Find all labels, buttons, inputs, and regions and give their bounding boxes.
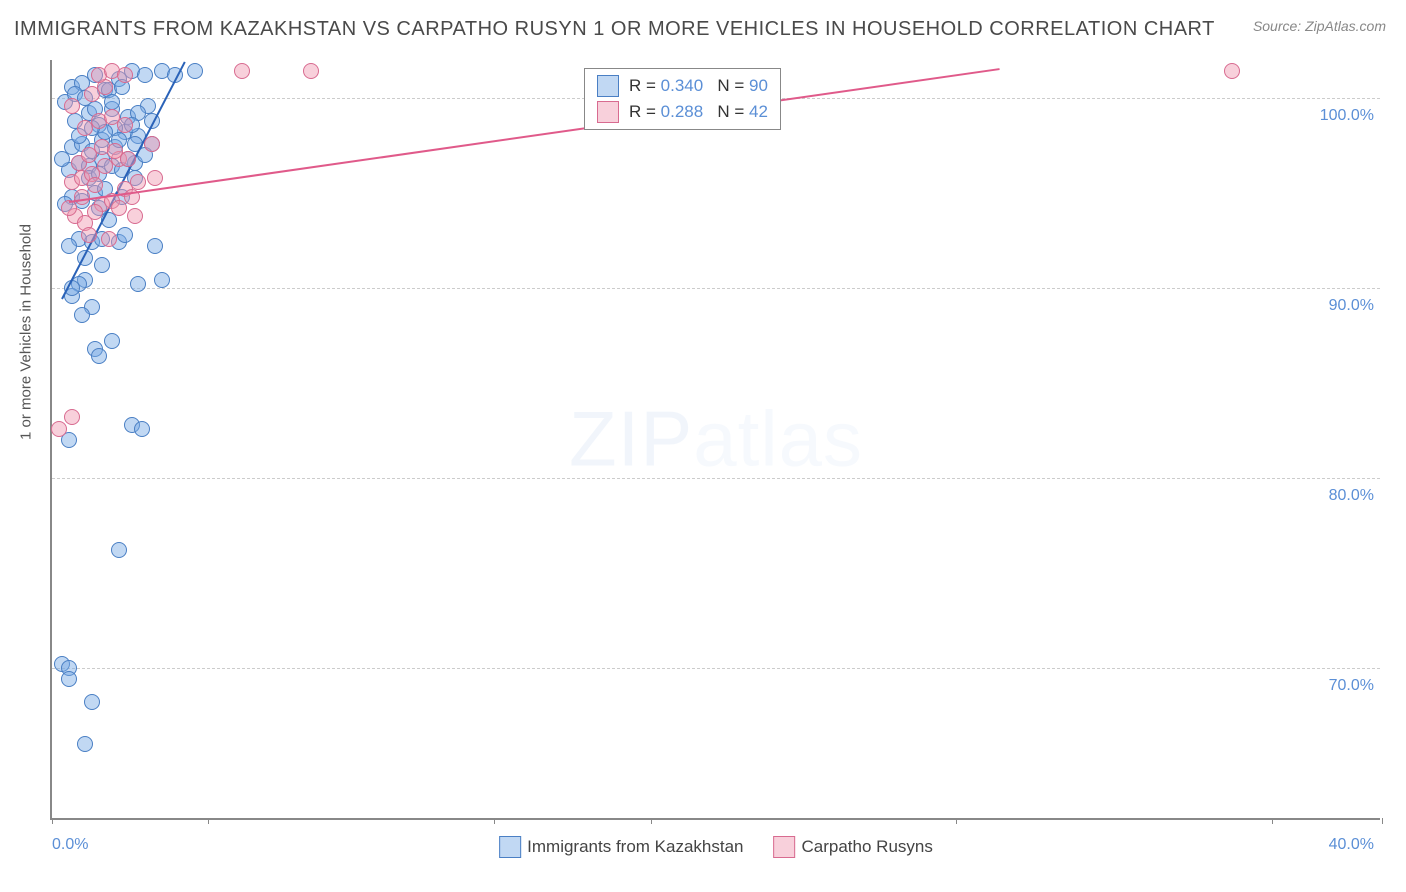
scatter-point [154,272,170,288]
gridline [52,668,1380,669]
x-tick [208,818,209,824]
scatter-point [144,136,160,152]
x-tick-label: 40.0% [1329,836,1374,854]
scatter-point [117,227,133,243]
y-tick-label: 100.0% [1320,107,1374,125]
legend-label: Carpatho Rusyns [802,837,933,857]
bottom-legend-item: Carpatho Rusyns [774,836,933,858]
legend-text: R = 0.340 N = 90 [629,76,768,96]
bottom-legend: Immigrants from Kazakhstan Carpatho Rusyn… [499,836,933,858]
x-tick [956,818,957,824]
scatter-point [84,694,100,710]
x-tick [651,818,652,824]
bottom-legend-item: Immigrants from Kazakhstan [499,836,743,858]
scatter-point [130,174,146,190]
watermark: ZIPatlas [569,394,863,485]
scatter-point [61,238,77,254]
scatter-point [147,170,163,186]
scatter-point [130,276,146,292]
y-tick-label: 90.0% [1329,297,1374,315]
y-tick-label: 80.0% [1329,487,1374,505]
legend-label: Immigrants from Kazakhstan [527,837,743,857]
y-tick-label: 70.0% [1329,677,1374,695]
scatter-point [134,421,150,437]
scatter-point [111,200,127,216]
scatter-point [187,63,203,79]
legend-text: R = 0.288 N = 42 [629,102,768,122]
scatter-point [147,238,163,254]
scatter-point [303,63,319,79]
source-credit: Source: ZipAtlas.com [1253,18,1386,34]
scatter-point [111,542,127,558]
scatter-point [81,227,97,243]
x-tick [1272,818,1273,824]
scatter-point [61,671,77,687]
scatter-point [51,421,67,437]
x-tick [52,818,53,824]
scatter-point [117,117,133,133]
scatter-point [74,189,90,205]
scatter-point [91,348,107,364]
scatter-point [1224,63,1240,79]
scatter-point [87,204,103,220]
chart-plot-area: ZIPatlas 70.0%80.0%90.0%100.0%0.0%40.0%R… [50,60,1380,820]
scatter-point [64,98,80,114]
scatter-point [64,409,80,425]
scatter-point [87,177,103,193]
legend-row: R = 0.288 N = 42 [597,101,768,123]
scatter-point [94,257,110,273]
scatter-point [77,736,93,752]
gridline [52,288,1380,289]
x-tick [494,818,495,824]
scatter-point [101,231,117,247]
scatter-point [104,94,120,110]
gridline [52,478,1380,479]
scatter-point [104,333,120,349]
legend-swatch [597,75,619,97]
scatter-point [137,67,153,83]
x-tick-label: 0.0% [52,836,88,854]
legend-swatch [499,836,521,858]
scatter-point [234,63,250,79]
chart-title: IMMIGRANTS FROM KAZAKHSTAN VS CARPATHO R… [14,18,1215,41]
scatter-point [120,151,136,167]
trend-line [68,68,999,203]
legend-box: R = 0.340 N = 90 R = 0.288 N = 42 [584,68,781,130]
scatter-point [117,67,133,83]
legend-row: R = 0.340 N = 90 [597,75,768,97]
legend-swatch [774,836,796,858]
x-tick [1382,818,1383,824]
scatter-point [74,307,90,323]
y-axis-label: 1 or more Vehicles in Household [18,224,35,440]
scatter-point [127,208,143,224]
scatter-point [54,151,70,167]
legend-swatch [597,101,619,123]
